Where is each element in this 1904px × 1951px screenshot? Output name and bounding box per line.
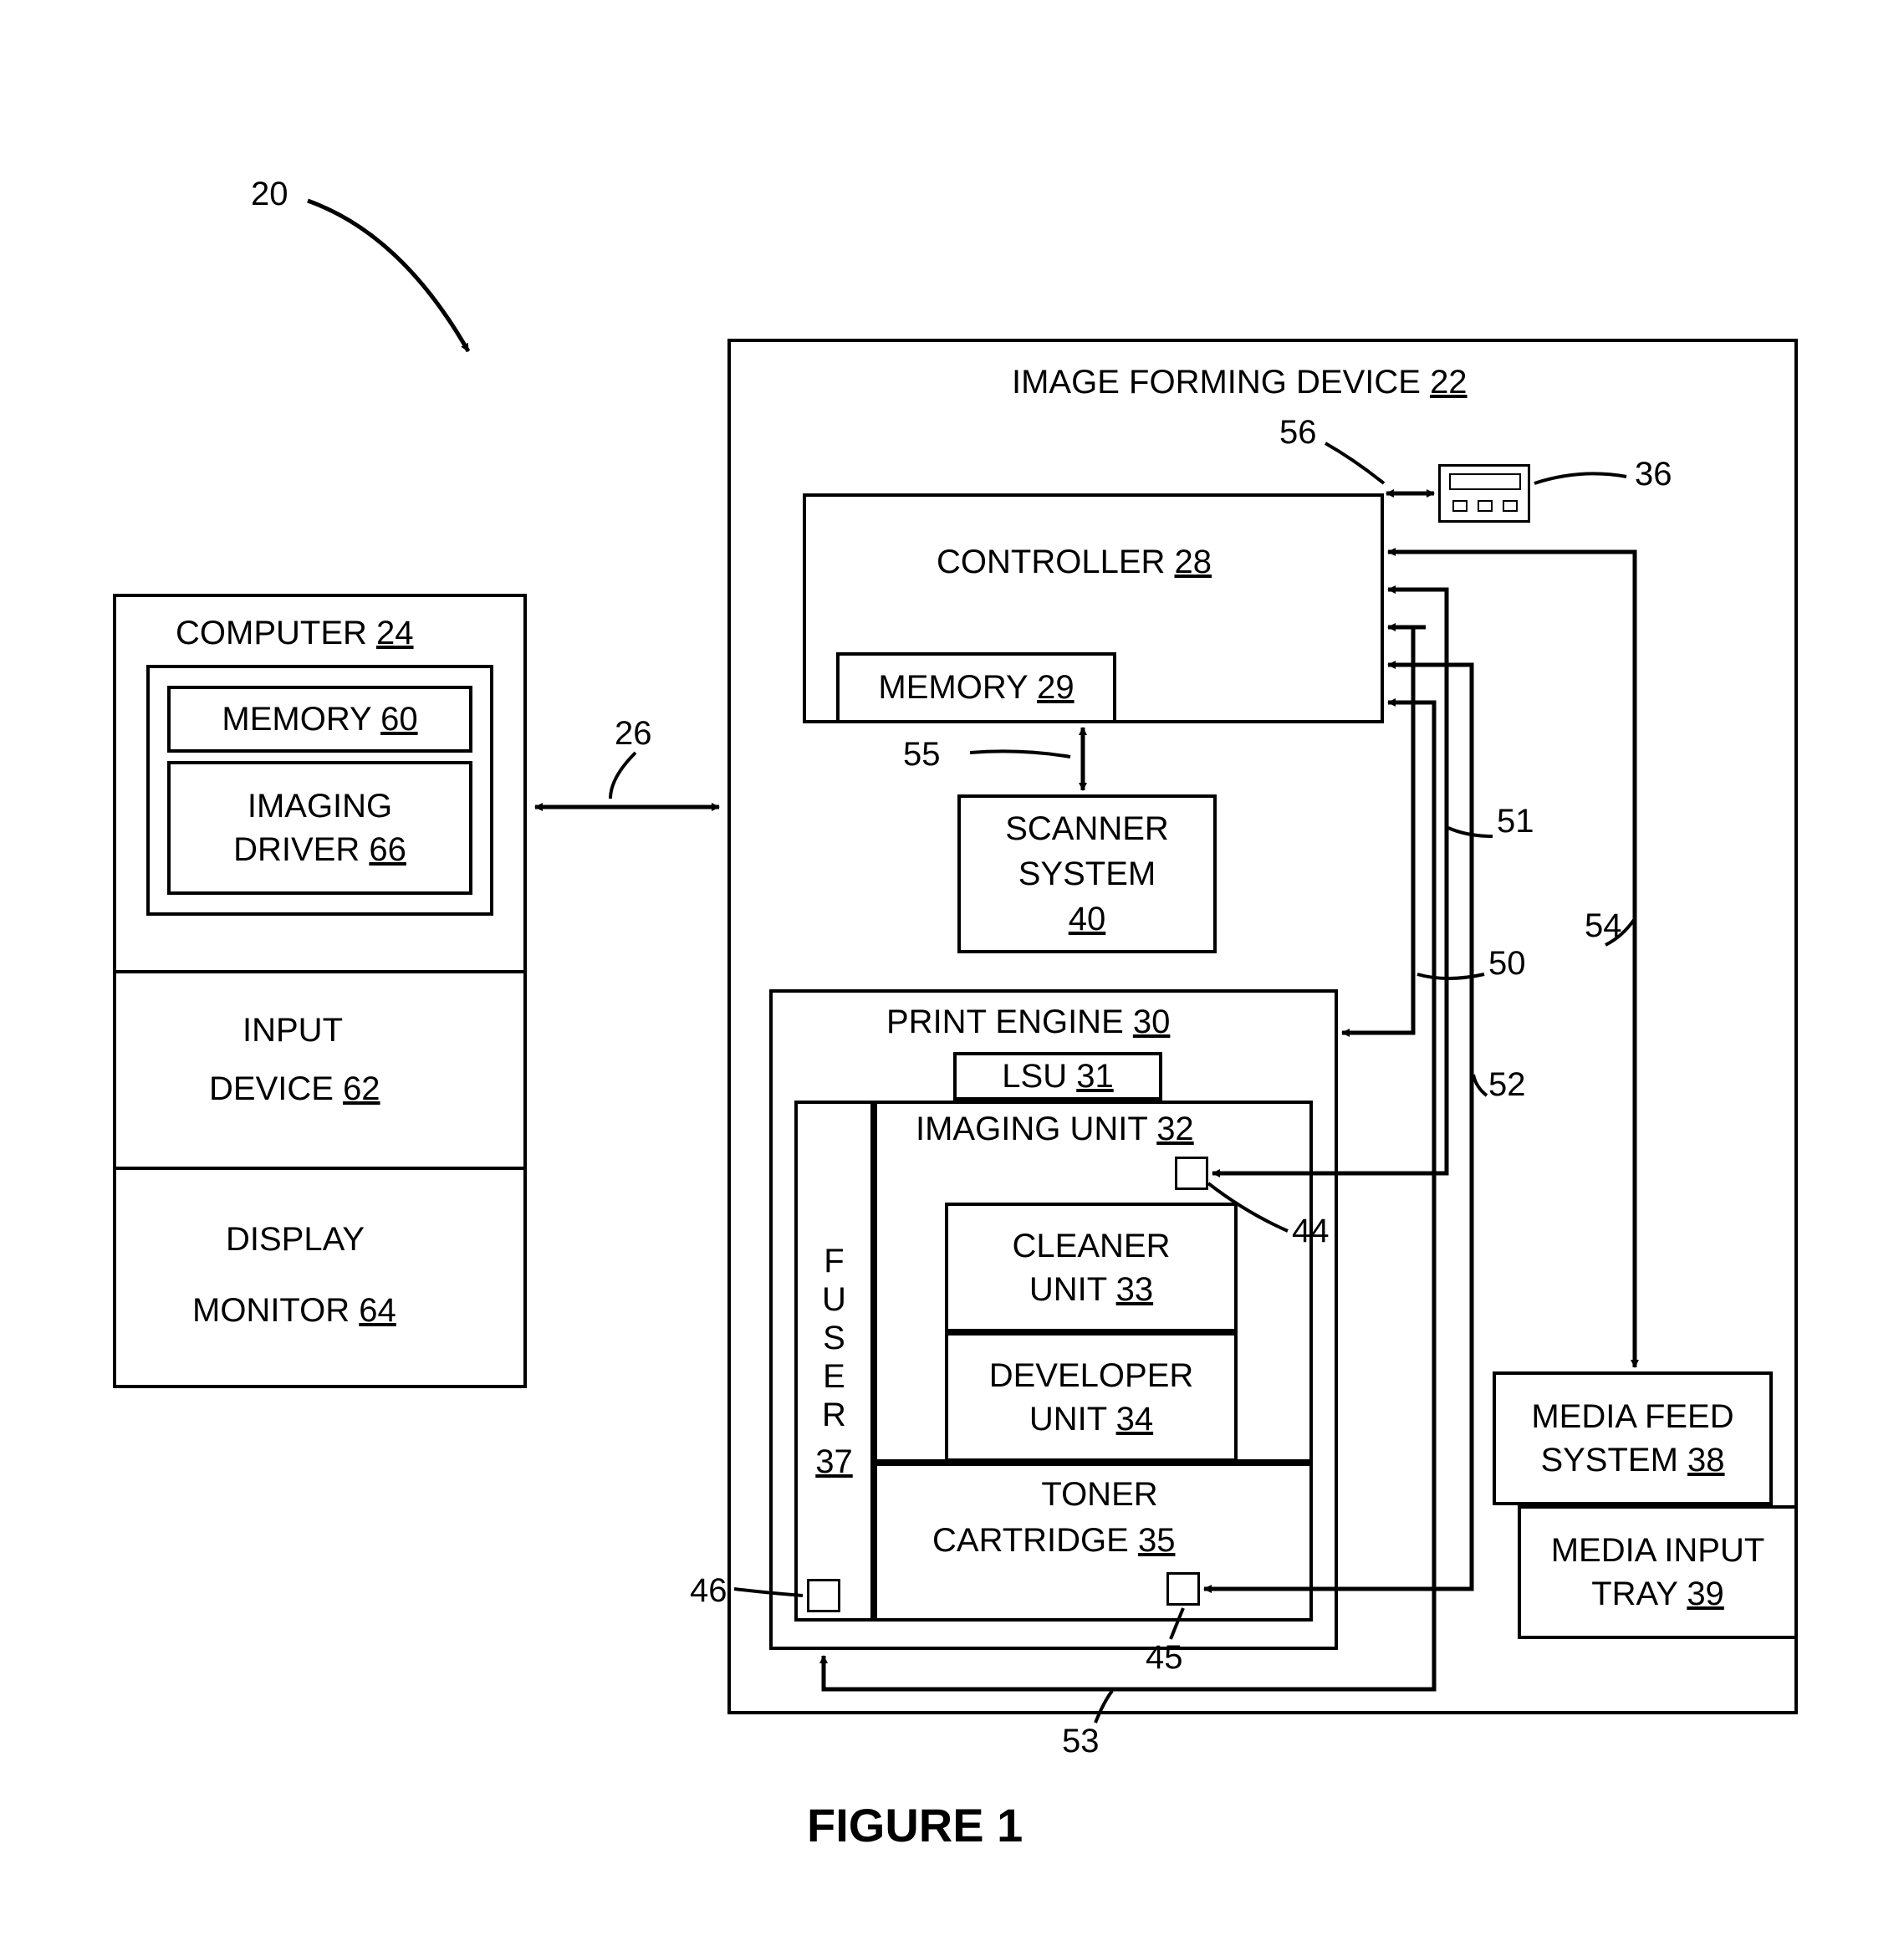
input-device-line1: INPUT <box>242 1012 343 1050</box>
memory-60-ref: 60 <box>380 701 418 738</box>
memory-29-label: MEMORY <box>878 669 1028 706</box>
link-54: 54 <box>1585 907 1622 945</box>
ui-panel-36 <box>1438 464 1530 523</box>
scanner-line2: SYSTEM <box>1018 851 1156 896</box>
sensor-45 <box>1166 1572 1200 1606</box>
divider-2 <box>113 1167 527 1170</box>
imaging-driver-line2: DRIVER <box>233 831 360 868</box>
media-tray-line2: TRAY <box>1591 1576 1677 1612</box>
ref-44: 44 <box>1292 1213 1330 1250</box>
scanner-box: SCANNER SYSTEM 40 <box>957 794 1217 953</box>
link-52: 52 <box>1488 1066 1526 1104</box>
scanner-ref: 40 <box>1069 896 1106 942</box>
ifd-title-text: IMAGE FORMING DEVICE <box>1012 364 1421 401</box>
controller-ref: 28 <box>1175 544 1212 580</box>
ref-46: 46 <box>690 1572 727 1610</box>
divider-1 <box>113 970 527 973</box>
imaging-unit-label: IMAGING UNIT <box>916 1111 1147 1147</box>
memory-60-label: MEMORY <box>222 701 371 738</box>
controller-title: CONTROLLER 28 <box>937 544 1212 581</box>
developer-ref: 34 <box>1116 1401 1154 1438</box>
media-tray-line1: MEDIA INPUT <box>1551 1529 1765 1572</box>
sensor-44 <box>1175 1157 1208 1190</box>
cleaner-line1: CLEANER <box>1013 1224 1171 1268</box>
scanner-line1: SCANNER <box>1005 806 1169 851</box>
developer-unit-box: DEVELOPER UNIT 34 <box>945 1332 1238 1462</box>
ifd-title: IMAGE FORMING DEVICE 22 <box>1012 364 1468 401</box>
ifd-ref: 22 <box>1430 364 1468 401</box>
imaging-driver-ref: 66 <box>369 831 406 868</box>
fuser-box: FUSER 37 <box>794 1101 874 1622</box>
computer-title-text: COMPUTER <box>176 615 367 651</box>
ui-ref-36: 36 <box>1635 456 1672 493</box>
ref-20: 20 <box>251 176 288 213</box>
link-53: 53 <box>1062 1723 1100 1760</box>
input-device-line2-group: DEVICE 62 <box>209 1070 380 1108</box>
fuser-text: FUSER 37 <box>798 1104 870 1618</box>
toner-line2-group: CARTRIDGE 35 <box>932 1522 1175 1560</box>
lsu-label: LSU <box>1002 1058 1067 1095</box>
controller-label: CONTROLLER <box>937 544 1165 580</box>
figure-title: FIGURE 1 <box>807 1798 1023 1852</box>
memory-29-ref: 29 <box>1037 669 1075 706</box>
toner-ref: 35 <box>1138 1522 1176 1559</box>
developer-line1: DEVELOPER <box>989 1354 1194 1397</box>
input-device-line2: DEVICE <box>209 1070 334 1107</box>
print-engine-ref: 30 <box>1133 1004 1171 1040</box>
cleaner-unit-box: CLEANER UNIT 33 <box>945 1203 1238 1332</box>
link-51: 51 <box>1497 803 1534 840</box>
media-feed-line2: SYSTEM <box>1540 1442 1677 1479</box>
imaging-driver-box: IMAGING DRIVER 66 <box>167 761 472 895</box>
print-engine-label: PRINT ENGINE <box>886 1004 1124 1040</box>
computer-title: COMPUTER 24 <box>176 615 414 652</box>
cleaner-line2: UNIT <box>1029 1271 1107 1308</box>
display-monitor-line1: DISPLAY <box>226 1221 365 1259</box>
imaging-unit-title: IMAGING UNIT 32 <box>916 1111 1194 1148</box>
media-feed-line1: MEDIA FEED <box>1531 1395 1733 1438</box>
memory-60-box: MEMORY 60 <box>167 686 472 753</box>
diagram-canvas: 20 COMPUTER 24 MEMORY 60 IMAGING DRIVER … <box>0 0 1904 1951</box>
media-tray-ref: 39 <box>1687 1576 1724 1612</box>
computer-ref: 24 <box>376 615 414 651</box>
link-50: 50 <box>1488 945 1526 983</box>
link-55: 55 <box>903 736 941 774</box>
input-device-ref: 62 <box>343 1070 380 1107</box>
sensor-46 <box>807 1579 840 1612</box>
display-monitor-line2-group: MONITOR 64 <box>192 1292 396 1330</box>
toner-line2: CARTRIDGE <box>932 1522 1129 1559</box>
print-engine-title: PRINT ENGINE 30 <box>886 1004 1170 1041</box>
lsu-ref: 31 <box>1076 1058 1114 1095</box>
display-monitor-line2: MONITOR <box>192 1292 350 1329</box>
toner-line1: TONER <box>1003 1476 1196 1514</box>
cleaner-ref: 33 <box>1116 1271 1154 1308</box>
ref-45: 45 <box>1146 1639 1183 1677</box>
media-tray-box: MEDIA INPUT TRAY 39 <box>1518 1505 1798 1639</box>
lsu-box: LSU 31 <box>953 1052 1162 1101</box>
link-26: 26 <box>615 715 652 753</box>
developer-line2: UNIT <box>1029 1401 1107 1438</box>
display-monitor-ref: 64 <box>359 1292 396 1329</box>
imaging-driver-line1: IMAGING <box>248 784 392 828</box>
imaging-unit-ref: 32 <box>1156 1111 1194 1147</box>
fuser-ref: 37 <box>815 1443 853 1481</box>
memory-29-box: MEMORY 29 <box>836 652 1116 723</box>
media-feed-ref: 38 <box>1687 1442 1725 1479</box>
link-56: 56 <box>1279 414 1317 452</box>
media-feed-box: MEDIA FEED SYSTEM 38 <box>1493 1371 1773 1505</box>
